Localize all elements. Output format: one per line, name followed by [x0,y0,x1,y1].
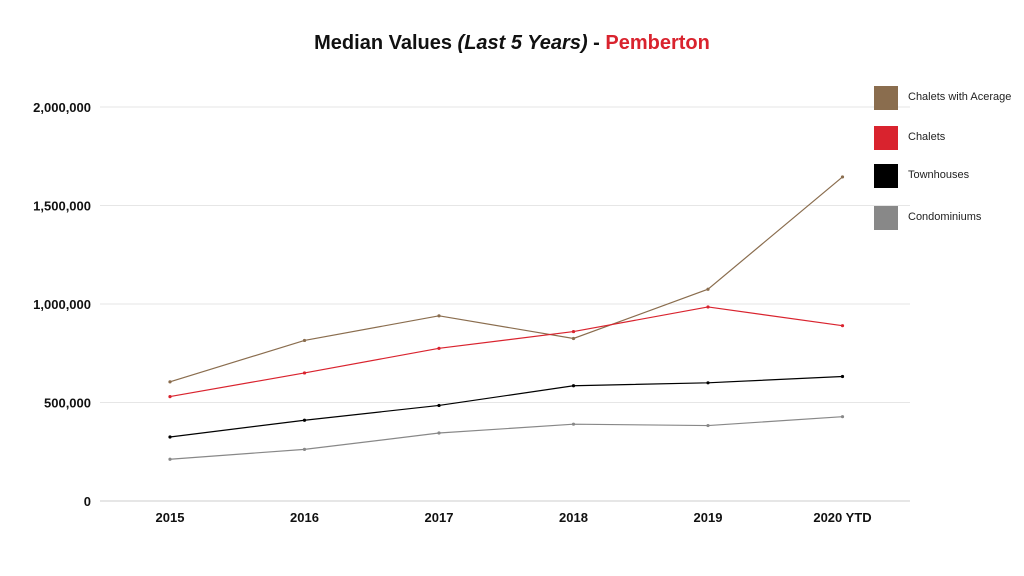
data-point [437,403,441,408]
series-line [169,176,843,383]
x-tick-label: 2015 [156,510,185,525]
title-separator: - [587,32,606,54]
x-tick-label: 2019 [694,510,723,525]
legend-label: Townhouses [908,169,970,181]
data-point [706,381,710,385]
series-line [169,306,843,398]
legend-label: Chalets [908,131,946,143]
title-location: Pemberton [605,32,710,54]
data-point [302,418,307,422]
legend-swatch [874,86,898,110]
data-point [168,394,172,399]
legend-swatch [874,206,898,230]
y-tick-label: 1,000,000 [33,297,91,312]
data-point [571,336,576,341]
data-point [302,447,307,451]
x-tick-label: 2017 [425,510,454,525]
series-line [169,416,843,460]
data-point [437,314,441,318]
data-point [571,422,576,426]
data-point [706,305,710,309]
y-tick-label: 0 [84,494,91,509]
data-point [437,431,441,435]
x-tick-label: 2016 [290,510,319,525]
data-point [168,380,172,384]
legend-swatch [874,126,898,150]
data-point [168,435,172,439]
y-tick-label: 1,500,000 [33,199,91,214]
legend-label: Chalets with Acerage [908,91,1012,103]
x-tick-label: 2018 [559,510,588,525]
chart-title: Median Values (Last 5 Years) - Pemberton [0,32,1024,55]
legend-swatch [874,164,898,188]
data-point [840,415,845,419]
x-tick-label: 2020 YTD [813,510,871,525]
data-point [840,374,845,379]
y-tick-label: 2,000,000 [33,100,91,115]
data-point [840,175,845,179]
data-point [168,457,172,461]
data-point [437,346,441,350]
data-point [706,423,710,428]
data-point [571,384,576,388]
y-tick-label: 500,000 [44,396,91,411]
legend-label: Condominiums [908,211,982,223]
series-line [169,375,843,438]
data-point [302,371,307,375]
data-point [571,329,576,334]
data-point [840,324,845,328]
data-point [706,287,710,291]
title-period: (Last 5 Years) [457,32,588,54]
title-main: Median Values [314,32,458,54]
data-point [302,338,307,343]
